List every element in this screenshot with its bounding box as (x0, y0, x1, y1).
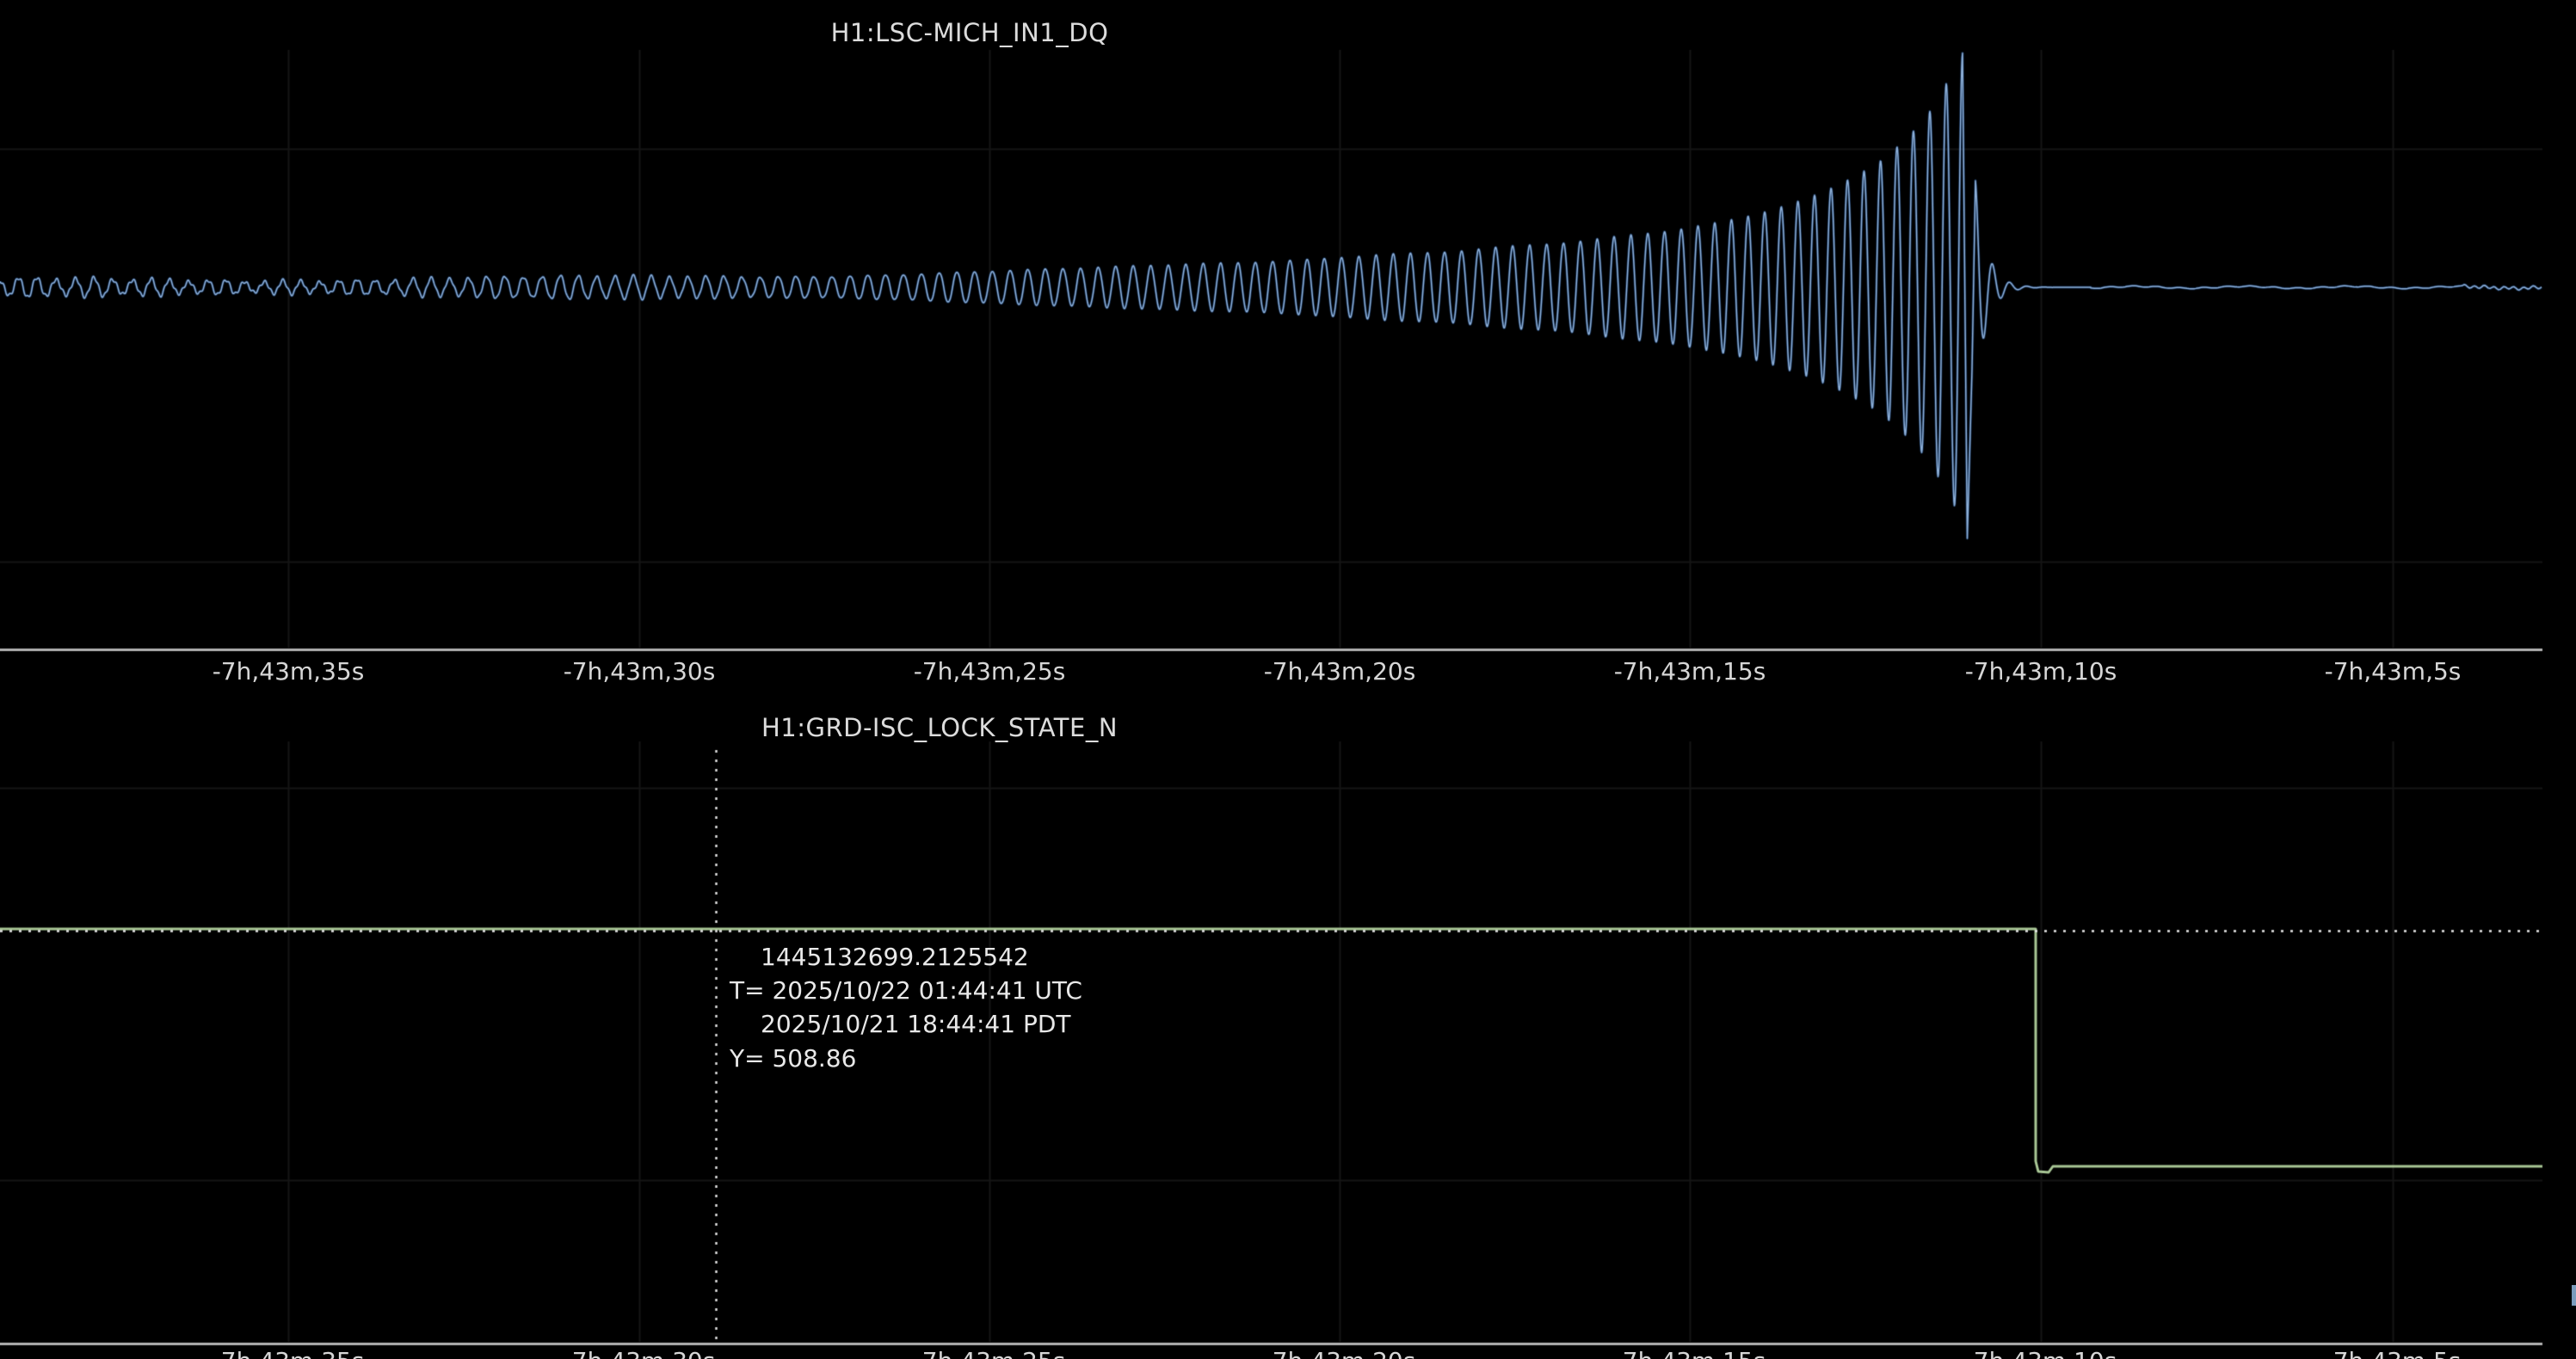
x-tick-label: -7h,43m,30s (563, 657, 716, 686)
x-tick-label: -7h,43m,35s (212, 657, 365, 686)
x-tick-label: -7h,43m,30s (564, 1347, 716, 1359)
scrollbar-fragment (2572, 1285, 2576, 1306)
x-tick-label: -7h,43m,15s (1614, 1347, 1766, 1359)
cursor-utc-time: T= 2025/10/22 01:44:41 UTC (730, 976, 1082, 1005)
x-tick-label: -7h,43m,10s (1965, 1347, 2117, 1359)
x-tick-label: -7h,43m,35s (213, 1347, 365, 1359)
x-tick-label: -7h,43m,20s (1264, 1347, 1416, 1359)
top-plot-title: H1:LSC-MICH_IN1_DQ (830, 18, 1109, 47)
x-tick-label: -7h,43m,25s (913, 657, 1066, 686)
x-tick-label: -7h,43m,25s (914, 1347, 1066, 1359)
cursor-local-time: 2025/10/21 18:44:41 PDT (761, 1010, 1071, 1038)
cursor-y-value: Y= 508.86 (730, 1044, 857, 1073)
cursor-gps-time: 1445132699.2125542 (761, 943, 1029, 971)
x-tick-label: -7h,43m,20s (1263, 657, 1416, 686)
x-tick-label: -7h,43m,10s (1964, 657, 2117, 686)
x-tick-label: -7h,43m,5s (2324, 657, 2462, 686)
x-tick-label: -7h,43m,5s (2325, 1347, 2462, 1359)
bottom-plot-title: H1:GRD-ISC_LOCK_STATE_N (761, 713, 1119, 742)
x-tick-label: -7h,43m,15s (1613, 657, 1766, 686)
